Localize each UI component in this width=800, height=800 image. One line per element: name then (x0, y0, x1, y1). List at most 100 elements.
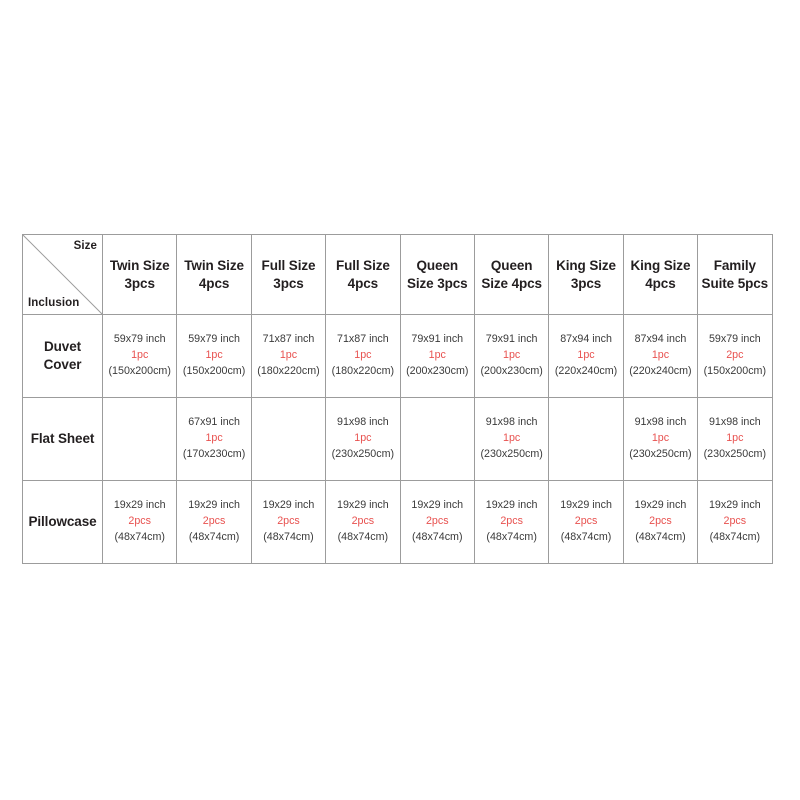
cell-cm-value: (150x200cm) (108, 364, 171, 377)
cell-pillowcase-twin-4pcs: 19x29 inch 2pcs (48x74cm) (176, 480, 252, 564)
table-row: Flat Sheet 67x91 inch 1pc (170x230cm) (22, 397, 773, 481)
cell-flatsheet-full-4pcs: 91x98 inch 1pc (230x250cm) (325, 397, 401, 481)
row-header-pillowcase: Pillowcase (22, 480, 103, 564)
cell-cm-value: (200x230cm) (406, 364, 469, 377)
cell-inch-value: 79x91 inch (411, 333, 464, 346)
cell-pillowcase-full-4pcs: 19x29 inch 2pcs (48x74cm) (325, 480, 401, 564)
cell-qty-value: 2pcs (649, 515, 672, 528)
column-header-twin-3pcs: Twin Size 3pcs (101, 234, 178, 315)
cell-pillowcase-king-4pcs: 19x29 inch 2pcs (48x74cm) (622, 480, 699, 564)
cell-qty-value: 2pcs (425, 515, 449, 528)
cell-cm-value: (48x74cm) (337, 530, 389, 543)
cell-qty-value: 1pc (651, 432, 670, 445)
cell-inch-value: 19x29 inch (113, 499, 166, 512)
row-header-flat-sheet: Flat Sheet (22, 397, 103, 481)
cell-qty-value: 1pc (131, 349, 149, 362)
cell-inch-value: 91x98 inch (708, 416, 761, 429)
cell-duvet-queen-4pcs: 79x91 inch 1pc (200x230cm) (473, 314, 550, 398)
cell-inch-value: 19x29 inch (262, 499, 315, 512)
column-header-full-3pcs: Full Size 3pcs (250, 234, 327, 315)
cell-pillowcase-full-3pcs: 19x29 inch 2pcs (48x74cm) (250, 480, 327, 564)
cell-qty-value: 1pc (726, 432, 744, 445)
cell-duvet-king-3pcs: 87x94 inch 1pc (220x240cm) (548, 314, 624, 398)
cell-qty-value: 2pcs (723, 515, 747, 528)
cell-cm-value: (230x250cm) (331, 447, 395, 460)
cell-flatsheet-twin-4pcs: 67x91 inch 1pc (170x230cm) (176, 397, 252, 481)
cell-cm-value: (200x230cm) (480, 364, 543, 377)
table-row: Pillowcase 19x29 inch 2pcs (48x74cm) 19x… (22, 480, 773, 564)
cell-duvet-king-4pcs: 87x94 inch 1pc (220x240cm) (622, 314, 699, 398)
cell-qty-value: 1pc (577, 349, 595, 362)
cell-inch-value: 91x98 inch (485, 416, 538, 429)
column-header-king-4pcs: King Size 4pcs (622, 234, 699, 315)
cell-cm-value: (150x200cm) (182, 364, 246, 377)
corner-size-label: Size (73, 240, 97, 252)
cell-inch-value: 91x98 inch (337, 416, 389, 429)
cell-inch-value: 67x91 inch (188, 416, 240, 429)
column-header-queen-3pcs: Queen Size 3pcs (399, 234, 475, 315)
cell-inch-value: 19x29 inch (188, 499, 240, 512)
cell-cm-value: (48x74cm) (486, 530, 537, 543)
column-header-king-3pcs: King Size 3pcs (548, 234, 624, 315)
cell-inch-value: 19x29 inch (411, 499, 464, 512)
corner-header-cell: Size Inclusion (22, 234, 103, 315)
cell-flatsheet-twin-3pcs (101, 397, 178, 481)
cell-cm-value: (48x74cm) (709, 530, 761, 543)
cell-inch-value: 71x87 inch (337, 333, 389, 346)
cell-qty-value: 2pcs (574, 515, 598, 528)
cell-inch-value: 79x91 inch (485, 333, 538, 346)
table-body: Size Inclusion Twin Size 3pcs Twin Size 4p… (22, 234, 773, 564)
cell-cm-value: (48x74cm) (114, 530, 165, 543)
table-row: Duvet Cover 59x79 inch 1pc (150x200cm) 59… (22, 314, 773, 398)
cell-inch-value: 19x29 inch (634, 499, 687, 512)
row-header-duvet-cover: Duvet Cover (22, 314, 103, 398)
cell-qty-value: 1pc (279, 349, 298, 362)
cell-inch-value: 87x94 inch (634, 333, 687, 346)
cell-inch-value: 91x98 inch (634, 416, 687, 429)
cell-flatsheet-family-suite-5pcs: 91x98 inch 1pc (230x250cm) (697, 397, 773, 481)
cell-inch-value: 19x29 inch (485, 499, 538, 512)
cell-cm-value: (230x250cm) (629, 447, 692, 460)
cell-inch-value: 19x29 inch (708, 499, 761, 512)
corner-inclusion-label: Inclusion (28, 297, 80, 309)
cell-pillowcase-king-3pcs: 19x29 inch 2pcs (48x74cm) (548, 480, 624, 564)
cell-flatsheet-king-3pcs (548, 397, 624, 481)
cell-qty-value: 2pcs (128, 515, 151, 528)
cell-duvet-twin-3pcs: 59x79 inch 1pc (150x200cm) (101, 314, 178, 398)
cell-cm-value: (180x220cm) (331, 364, 395, 377)
cell-flatsheet-queen-3pcs (399, 397, 475, 481)
cell-qty-value: 1pc (205, 432, 223, 445)
cell-qty-value: 1pc (205, 349, 223, 362)
cell-qty-value: 2pcs (277, 515, 300, 528)
cell-cm-value: (230x250cm) (480, 447, 543, 460)
cell-inch-value: 19x29 inch (337, 499, 389, 512)
cell-cm-value: (48x74cm) (263, 530, 314, 543)
cell-qty-value: 2pcs (500, 515, 523, 528)
bedding-size-chart: Size Inclusion Twin Size 3pcs Twin Size 4p… (22, 234, 773, 564)
size-chart-table: Size Inclusion Twin Size 3pcs Twin Size 4p… (22, 234, 773, 564)
cell-cm-value: (220x240cm) (629, 364, 692, 377)
cell-inch-value: 87x94 inch (560, 333, 612, 346)
cell-duvet-twin-4pcs: 59x79 inch 1pc (150x200cm) (176, 314, 252, 398)
cell-qty-value: 2pcs (351, 515, 375, 528)
cell-inch-value: 71x87 inch (262, 333, 315, 346)
cell-qty-value: 2pc (726, 349, 744, 362)
cell-duvet-full-4pcs: 71x87 inch 1pc (180x220cm) (325, 314, 401, 398)
cell-flatsheet-full-3pcs (250, 397, 327, 481)
cell-cm-value: (230x250cm) (703, 447, 766, 460)
cell-qty-value: 2pcs (202, 515, 226, 528)
cell-duvet-queen-3pcs: 79x91 inch 1pc (200x230cm) (399, 314, 475, 398)
cell-cm-value: (48x74cm) (635, 530, 686, 543)
cell-cm-value: (180x220cm) (257, 364, 320, 377)
cell-inch-value: 59x79 inch (708, 333, 761, 346)
cell-duvet-family-suite-5pcs: 59x79 inch 2pc (150x200cm) (697, 314, 773, 398)
cell-cm-value: (48x74cm) (560, 530, 612, 543)
cell-cm-value: (220x240cm) (554, 364, 618, 377)
cell-qty-value: 1pc (503, 349, 521, 362)
cell-pillowcase-queen-4pcs: 19x29 inch 2pcs (48x74cm) (473, 480, 550, 564)
table-header-row: Size Inclusion Twin Size 3pcs Twin Size 4p… (22, 234, 773, 315)
cell-qty-value: 1pc (503, 432, 521, 445)
cell-inch-value: 19x29 inch (560, 499, 612, 512)
cell-inch-value: 59x79 inch (113, 333, 166, 346)
cell-pillowcase-twin-3pcs: 19x29 inch 2pcs (48x74cm) (101, 480, 178, 564)
